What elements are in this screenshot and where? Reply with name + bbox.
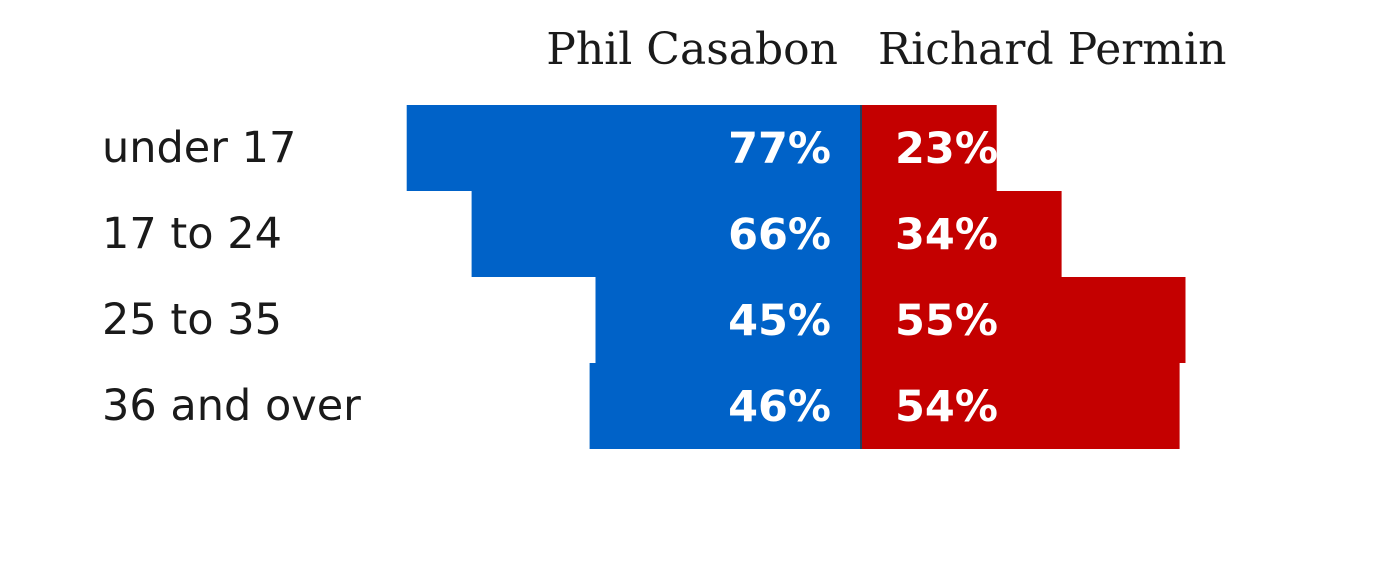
data-label-right: 23% — [895, 124, 998, 174]
series-header-right: Richard Permin — [878, 24, 1226, 75]
category-label: 25 to 35 — [102, 295, 282, 345]
data-label-right: 54% — [895, 382, 998, 432]
data-label-left: 66% — [728, 210, 831, 260]
category-label: 36 and over — [102, 381, 361, 431]
bar-right-series — [861, 105, 997, 191]
category-label: 17 to 24 — [102, 209, 282, 259]
data-label-left: 45% — [728, 296, 831, 346]
bar-left-series — [471, 191, 861, 277]
data-label-left: 46% — [728, 382, 831, 432]
bar-left-series — [589, 363, 861, 449]
bar-left-series — [406, 105, 861, 191]
data-label-left: 77% — [728, 124, 831, 174]
category-label: under 17 — [102, 123, 296, 173]
bar-right-series — [861, 363, 1180, 449]
series-header-left: Phil Casabon — [546, 24, 838, 75]
bar-right-series — [861, 277, 1186, 363]
data-label-right: 55% — [895, 296, 998, 346]
data-label-right: 34% — [895, 210, 998, 260]
bar-left-series — [595, 277, 861, 363]
bar-right-series — [861, 191, 1062, 277]
